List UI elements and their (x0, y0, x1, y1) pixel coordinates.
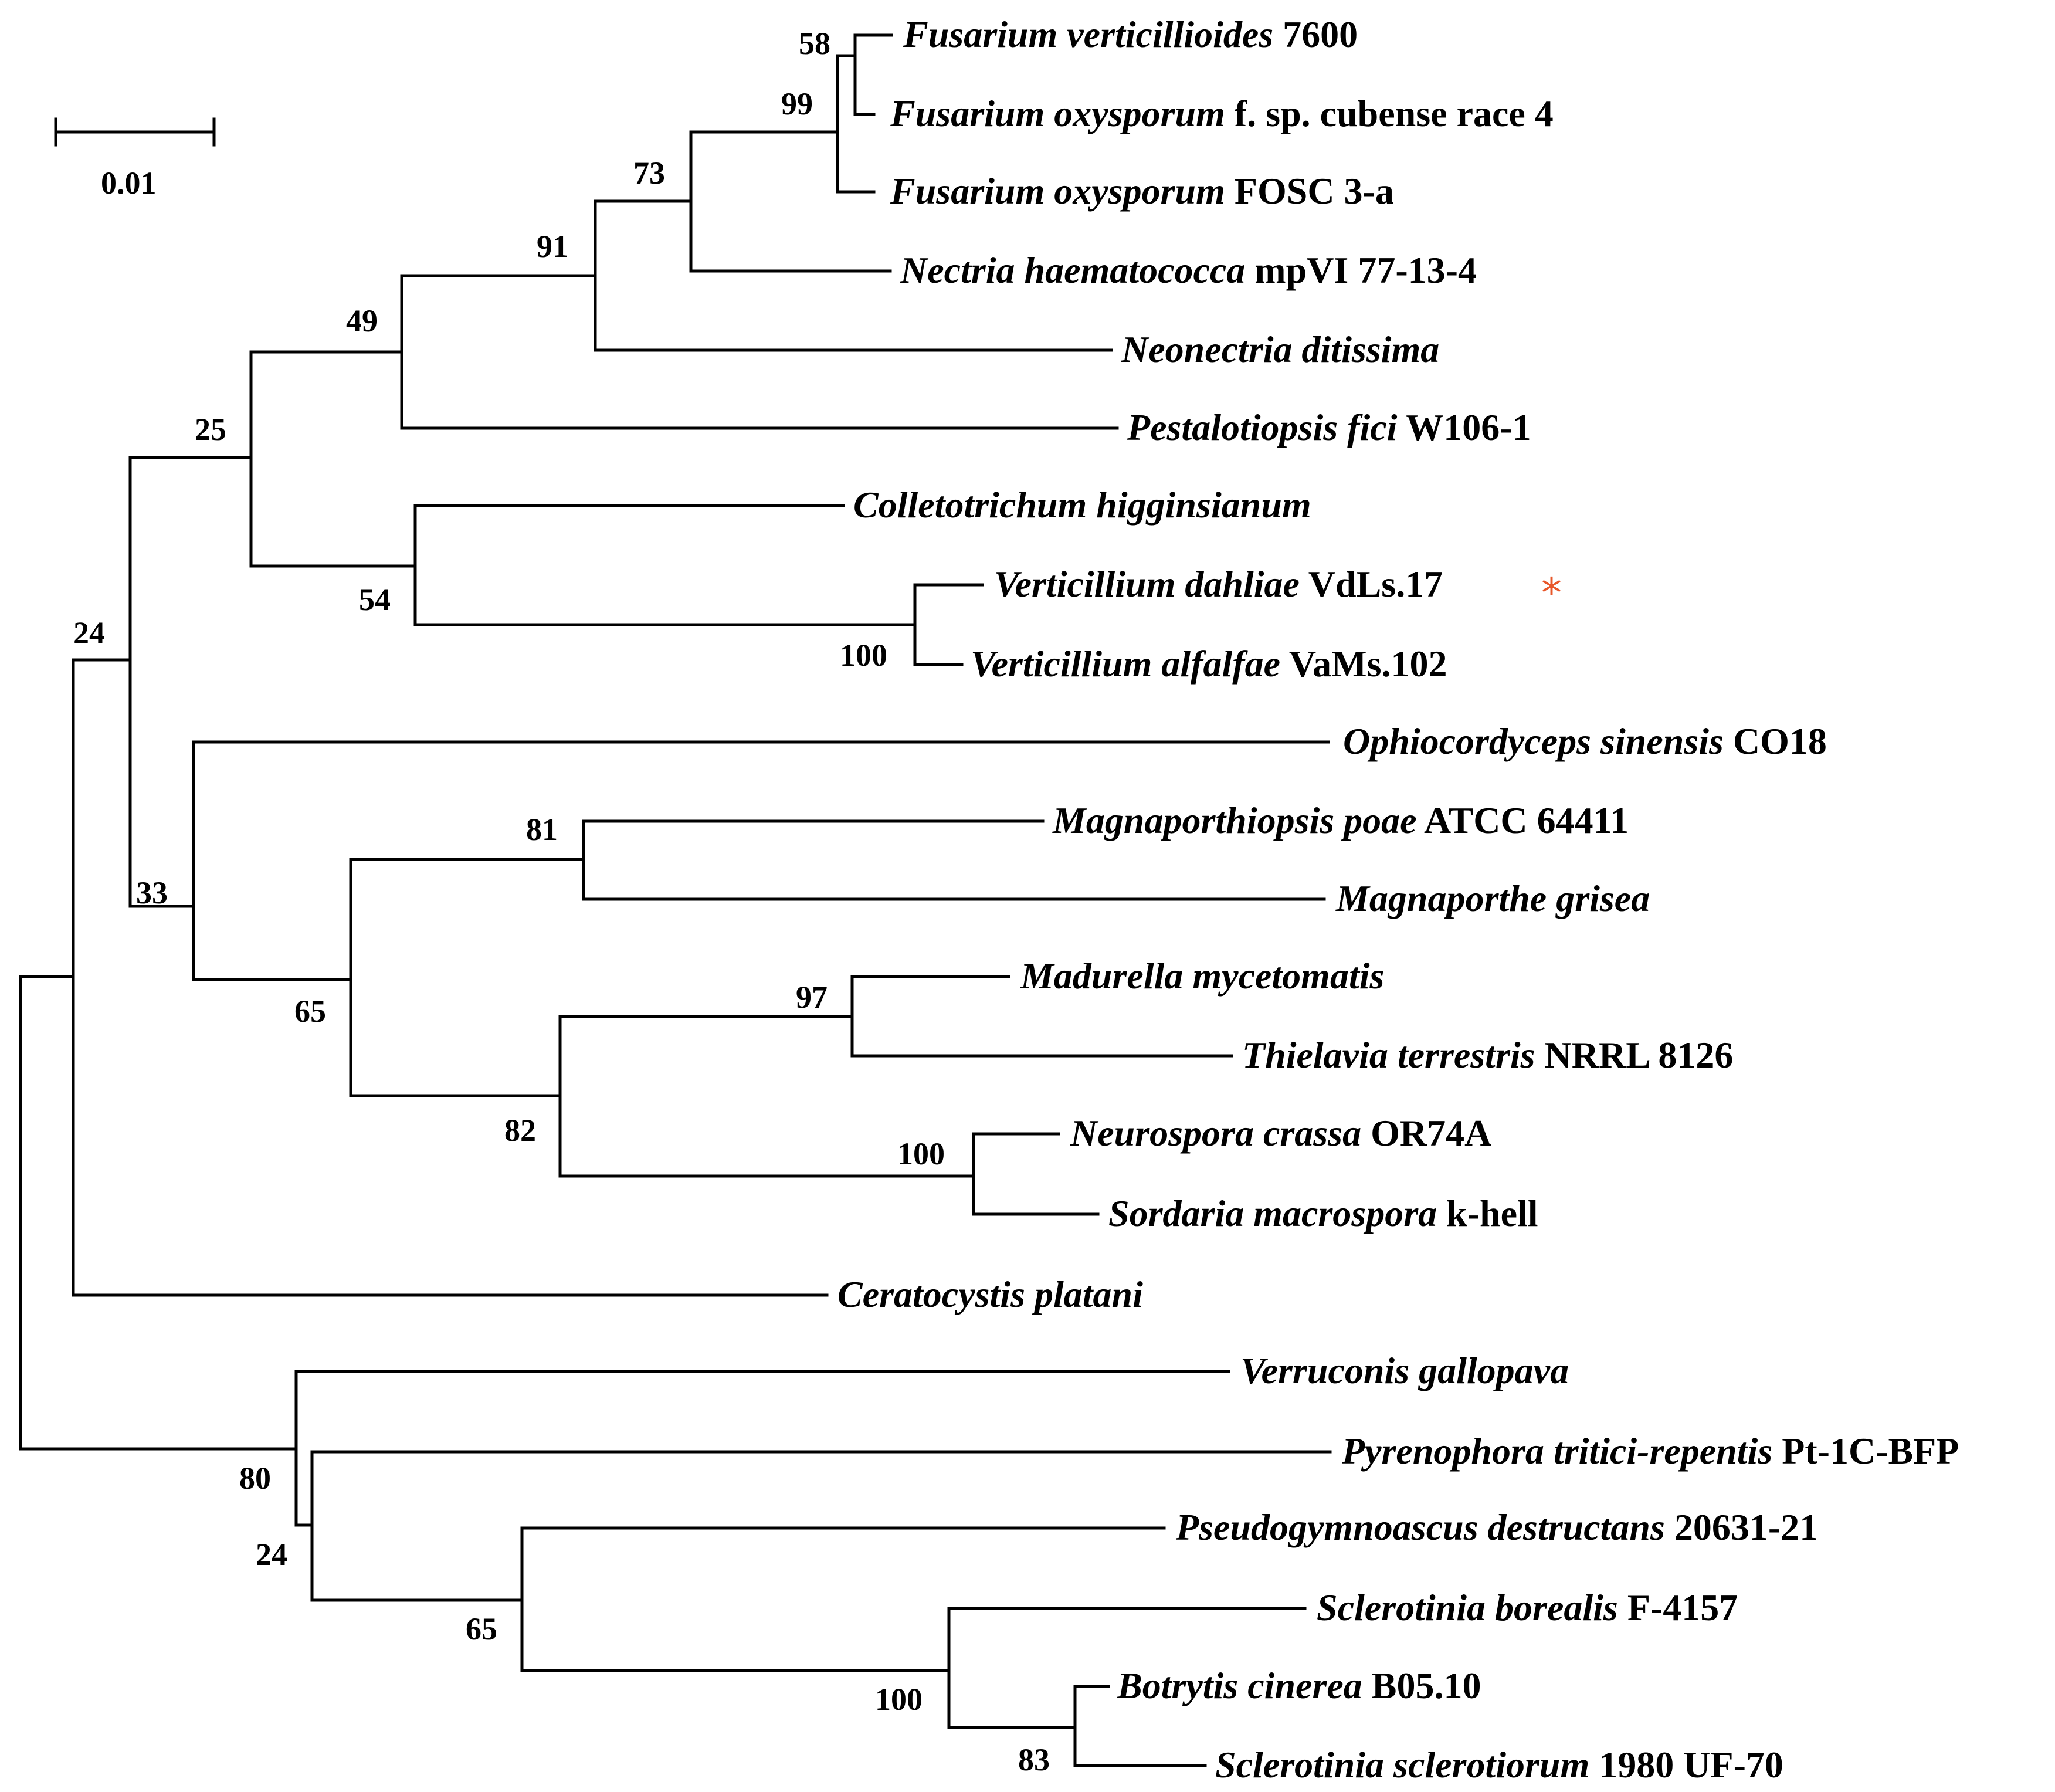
scale-bar: 0.01 (54, 117, 216, 201)
taxon-label: Fusarium oxysporum FOSC 3-a (890, 170, 1394, 212)
scale-bar-line (54, 117, 216, 147)
bootstrap-value: 54 (359, 582, 391, 617)
taxon-label: Magnaporthiopsis poae ATCC 64411 (1052, 800, 1629, 841)
highlight-marker-asterisk: * (1541, 569, 1562, 617)
taxon-label: Sordaria macrospora k-hell (1108, 1193, 1538, 1234)
bootstrap-value: 49 (346, 303, 378, 338)
taxon-label: Magnaporthe grisea (1335, 878, 1650, 919)
bootstrap-value: 97 (796, 980, 828, 1015)
tree-branches (19, 33, 1332, 1767)
bootstrap-value: 100 (875, 1682, 923, 1717)
taxon-label: Verticillium dahliae VdLs.17 (994, 563, 1443, 605)
taxon-label: Botrytis cinerea B05.10 (1117, 1665, 1481, 1706)
taxon-label: Madurella mycetomatis (1020, 955, 1384, 997)
bootstrap-value: 65 (294, 994, 326, 1029)
bootstrap-value: 24 (73, 615, 105, 651)
bootstrap-value: 25 (195, 412, 226, 447)
taxon-label: Neurospora crassa OR74A (1070, 1112, 1491, 1154)
taxon-label: Pestalotiopsis fici W106-1 (1127, 406, 1531, 448)
taxon-label: Fusarium verticillioides 7600 (903, 13, 1358, 55)
scale-bar-label: 0.01 (101, 165, 157, 201)
taxon-label: Pyrenophora tritici-repentis Pt-1C-BFP (1341, 1430, 1959, 1472)
bootstrap-value: 83 (1018, 1742, 1050, 1777)
bootstrap-value: 82 (504, 1113, 536, 1148)
bootstrap-value: 91 (537, 229, 568, 264)
taxon-label: Verticillium alfalfae VaMs.102 (971, 643, 1447, 685)
bootstrap-values: 58 99 73 91 49 25 54 100 24 33 81 65 82 … (73, 26, 1050, 1777)
bootstrap-value: 100 (897, 1136, 945, 1171)
bootstrap-value: 81 (526, 812, 558, 847)
bootstrap-value: 24 (256, 1537, 287, 1572)
taxon-label: Nectria haematococca mpVI 77-13-4 (900, 249, 1477, 291)
bootstrap-value: 33 (136, 875, 168, 910)
taxon-label: Neonectria ditissima (1121, 328, 1439, 370)
bootstrap-value: 58 (799, 26, 830, 61)
bootstrap-value: 80 (239, 1461, 271, 1496)
taxon-label: Fusarium oxysporum f. sp. cubense race 4 (890, 93, 1554, 134)
taxon-label: Colletotrichum higginsianum (853, 484, 1311, 526)
taxon-label: Pseudogymnoascus destructans 20631-21 (1175, 1506, 1818, 1548)
taxon-labels: Fusarium verticillioides 7600 Fusarium o… (837, 13, 1959, 1786)
bootstrap-value: 99 (781, 86, 813, 121)
bootstrap-value: 73 (633, 155, 665, 191)
taxon-label: Verruconis gallopava (1240, 1350, 1569, 1391)
bootstrap-value: 100 (840, 638, 887, 673)
taxon-label: Sclerotinia borealis F-4157 (1317, 1587, 1738, 1628)
bootstrap-value: 65 (466, 1611, 497, 1647)
taxon-label: Thielavia terrestris NRRL 8126 (1242, 1034, 1733, 1076)
taxon-label: Sclerotinia sclerotiorum 1980 UF-70 (1215, 1744, 1783, 1786)
taxon-label: Ceratocystis platani (837, 1273, 1143, 1315)
taxon-label: Ophiocordyceps sinensis CO18 (1343, 720, 1827, 762)
